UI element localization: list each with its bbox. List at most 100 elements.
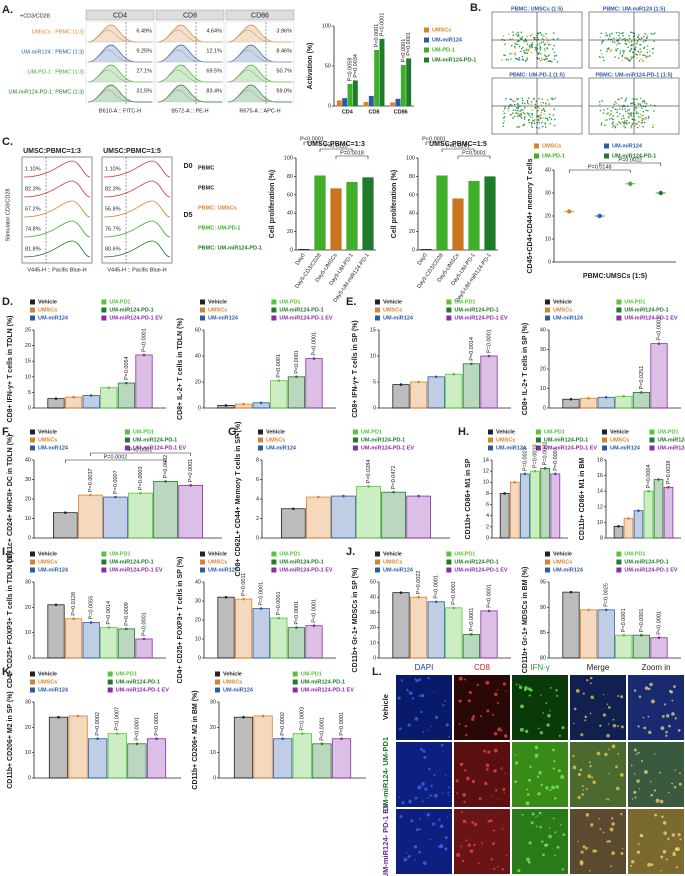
micrograph-speck [501,868,505,871]
scatter-dot [632,122,635,124]
legend-swatch [271,315,277,321]
legend-label: UMSCs [208,307,227,313]
bar [270,617,288,659]
scatter-dot [612,115,615,117]
scatter-dot [509,52,511,55]
micrograph-speck [552,767,555,770]
micrograph-speck [427,796,430,799]
scatter-dot [540,104,543,107]
micrograph-speck [520,704,524,709]
legend-label: UMSCs [553,559,572,565]
micrograph-speck [399,815,403,819]
legend-swatch [424,57,429,63]
legend-swatch [375,307,380,313]
scatter-dot [520,117,523,119]
scatter-dot [517,107,519,110]
x-tick-label: Day0 [295,253,307,267]
micrograph-speck [526,793,530,796]
legend-label: Vehicle [496,429,515,435]
scatter-dot [528,112,530,115]
flow-c-curve [103,240,171,258]
scatter-dot [525,59,528,62]
scatter-dot [646,48,649,51]
legend-label: UMSCs [208,559,227,565]
legend-label: UM-miR124-PD-1 [612,153,656,159]
bar [82,622,100,659]
micrograph-speck [617,694,620,698]
scatter-dot [541,34,543,36]
scatter-dot [646,45,649,47]
scatter-dot [618,32,621,34]
scatter-dot [511,112,514,114]
bar-dot [72,395,75,399]
bar-dot [277,616,281,620]
legend-label: UMSCs [38,679,57,685]
scatter-dot [615,49,618,52]
micrograph-speck [537,792,541,796]
y-tick-label: 10 [25,374,31,380]
scatter-dot [636,40,639,43]
scatter-dot [526,57,529,59]
scatter-dot [638,60,641,62]
bar [633,510,644,539]
scatter-dot [533,38,536,40]
scatter-dot [653,110,655,112]
scatter-dot [514,53,516,56]
p-value: P=0.0054 [124,356,130,380]
p-value: P=0.0002 [280,712,286,736]
scatter-dot [542,107,545,110]
bar-dot [295,626,298,629]
legend-swatch [375,315,380,321]
scatter-dot [517,43,519,46]
micrograph-speck [456,792,459,795]
scatter-dot [618,98,620,101]
scatter-dot [546,47,549,50]
legend-swatch [604,143,609,149]
image-row: UM-miR124- UM-PD1 [381,737,390,811]
micrograph-speck [636,850,641,854]
image-column: Zoom in [642,663,671,672]
micrograph-speck [643,726,647,730]
legend-label: UM-miR124 [612,143,643,149]
scatter-dot [630,113,632,115]
micrograph-speck [529,765,532,769]
scatter-dot [539,45,542,48]
micrograph-speck [410,819,414,823]
micrograph-speck [672,851,675,854]
scatter-dot [553,51,556,54]
scatter-dot [520,108,523,111]
panel-letter: B. [470,2,481,14]
bar-dot [417,380,420,384]
bar [100,387,118,409]
micrograph-speck [548,826,551,829]
flow-b-title: PBMC: UM-miR124 (1:5) [603,6,666,12]
scatter-dot [634,124,636,127]
bar-dot [312,624,316,627]
micrograph-speck [650,863,654,866]
legend-label: UM-miR124-PD-1 [624,307,668,313]
micrograph-speck [541,840,544,843]
micrograph-speck [413,844,418,849]
y-tick-label: 85 [540,630,546,636]
y-tick-label: 10 [370,353,376,359]
micrograph-speck [556,694,559,697]
micrograph-speck [519,684,521,686]
legend-label: UM-miR124-PD-1 [361,437,405,443]
scatter-dot [518,40,520,42]
scatter-dot [648,55,651,58]
bar [363,101,369,107]
legend-swatch [488,437,493,443]
micrograph-speck [397,696,401,700]
panel-letter: H. [458,426,469,438]
bar [314,175,326,250]
scatter-dot [630,102,633,105]
scatter-dot [555,54,558,57]
legend-label: UM-miR124-PD-1 EV [279,315,333,321]
y-axis-label: Cell proliferation (%) [391,170,398,238]
bracket [65,459,166,463]
scatter-dot [526,99,529,102]
micrograph-speck [580,850,584,854]
bar-dot [367,485,370,488]
micrograph-speck [491,794,493,797]
micrograph-speck [440,743,444,747]
